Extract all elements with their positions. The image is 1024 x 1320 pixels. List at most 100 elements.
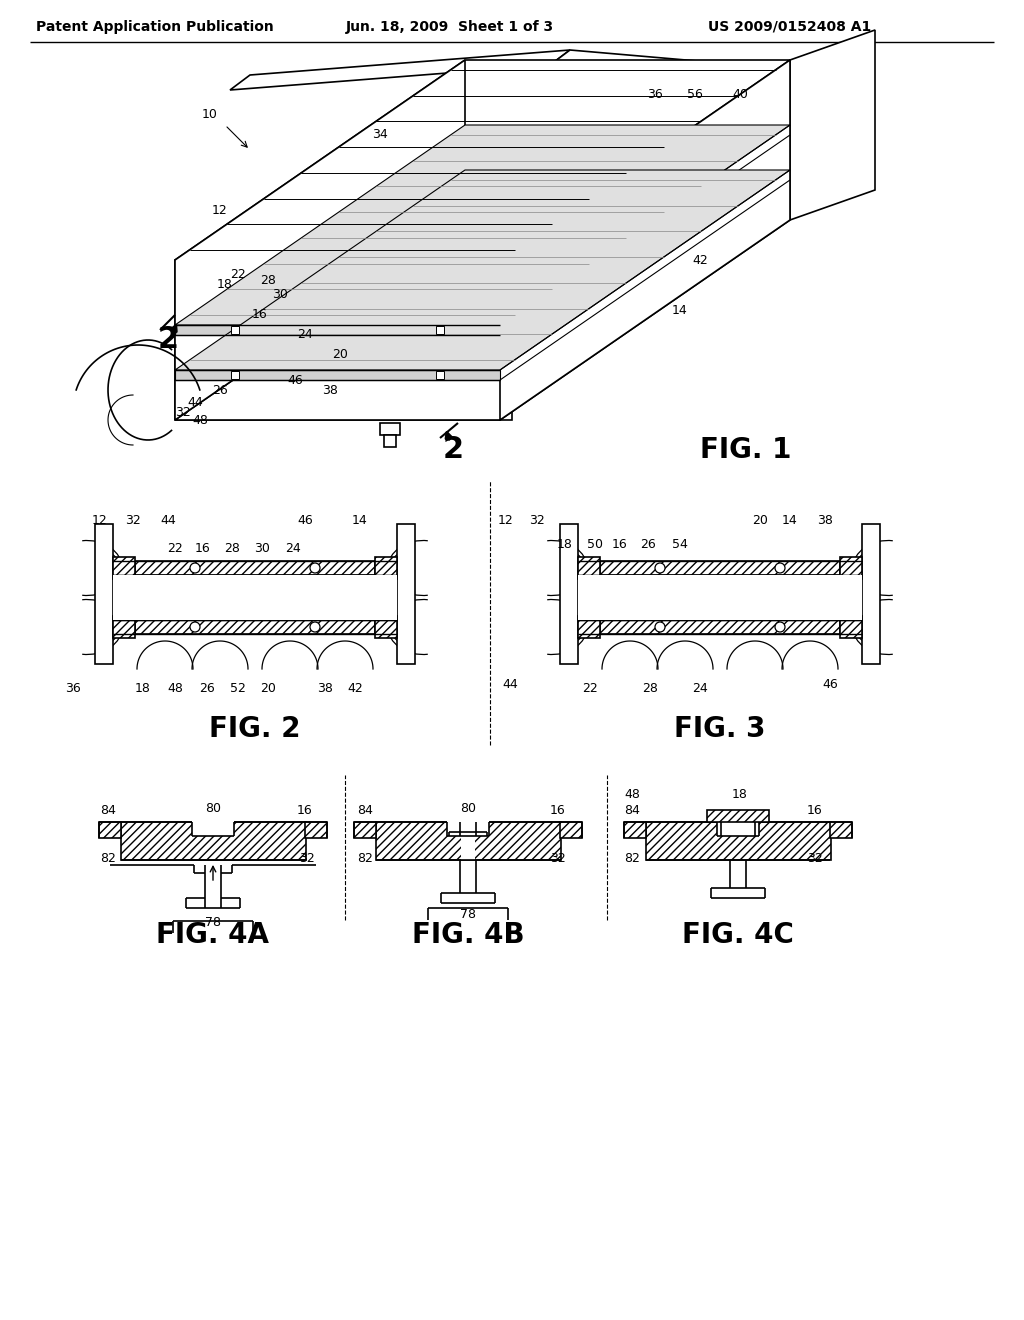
Text: 42: 42 bbox=[347, 682, 362, 696]
Text: 46: 46 bbox=[297, 515, 313, 528]
Text: 28: 28 bbox=[260, 273, 275, 286]
Text: 18: 18 bbox=[732, 788, 748, 801]
Text: 50: 50 bbox=[587, 537, 603, 550]
Bar bbox=[95, 524, 113, 664]
Text: 16: 16 bbox=[297, 804, 313, 817]
Bar bbox=[560, 822, 582, 838]
Text: 30: 30 bbox=[272, 289, 288, 301]
Text: 38: 38 bbox=[323, 384, 338, 396]
Bar bbox=[305, 822, 327, 838]
Bar bbox=[840, 616, 862, 638]
Text: 14: 14 bbox=[352, 515, 368, 528]
Text: 16: 16 bbox=[550, 804, 566, 817]
Polygon shape bbox=[175, 220, 790, 420]
Text: 16: 16 bbox=[252, 309, 268, 322]
Bar bbox=[436, 371, 444, 379]
Bar bbox=[447, 820, 489, 836]
Text: 44: 44 bbox=[502, 677, 518, 690]
Polygon shape bbox=[790, 30, 874, 220]
Circle shape bbox=[775, 564, 785, 573]
Text: 10: 10 bbox=[202, 108, 218, 121]
Text: 12: 12 bbox=[498, 515, 514, 528]
Bar bbox=[646, 822, 831, 861]
Text: 32: 32 bbox=[125, 515, 141, 528]
Text: 78: 78 bbox=[205, 916, 221, 928]
Text: 16: 16 bbox=[807, 804, 823, 817]
Text: FIG. 4C: FIG. 4C bbox=[682, 921, 794, 949]
Text: 54: 54 bbox=[672, 537, 688, 550]
Circle shape bbox=[190, 622, 200, 632]
Bar bbox=[707, 810, 769, 822]
Text: 78: 78 bbox=[460, 908, 476, 921]
Text: 14: 14 bbox=[672, 304, 688, 317]
Text: 40: 40 bbox=[732, 88, 748, 102]
Bar bbox=[135, 620, 375, 634]
Polygon shape bbox=[175, 325, 500, 335]
Text: 28: 28 bbox=[224, 541, 240, 554]
Text: 20: 20 bbox=[332, 348, 348, 362]
Bar bbox=[600, 561, 840, 576]
Bar bbox=[436, 326, 444, 334]
Bar bbox=[840, 557, 862, 579]
Text: Patent Application Publication: Patent Application Publication bbox=[36, 20, 273, 34]
Bar bbox=[830, 822, 852, 838]
Bar bbox=[461, 836, 475, 861]
Text: FIG. 4A: FIG. 4A bbox=[157, 921, 269, 949]
Text: 24: 24 bbox=[297, 329, 313, 342]
Text: 16: 16 bbox=[612, 537, 628, 550]
Text: 12: 12 bbox=[92, 515, 108, 528]
Text: 30: 30 bbox=[254, 541, 270, 554]
Text: 84: 84 bbox=[100, 804, 116, 817]
Text: 20: 20 bbox=[752, 515, 768, 528]
Text: 28: 28 bbox=[642, 682, 658, 696]
Bar bbox=[384, 436, 396, 447]
Text: 22: 22 bbox=[167, 541, 183, 554]
Text: FIG. 3: FIG. 3 bbox=[674, 715, 766, 743]
Text: FIG. 1: FIG. 1 bbox=[700, 436, 792, 465]
Bar bbox=[380, 422, 400, 436]
Text: 14: 14 bbox=[782, 515, 798, 528]
Text: 36: 36 bbox=[647, 88, 663, 102]
Text: 56: 56 bbox=[687, 88, 702, 102]
Bar bbox=[113, 576, 397, 620]
Text: 48: 48 bbox=[193, 413, 208, 426]
Polygon shape bbox=[550, 50, 860, 90]
Circle shape bbox=[310, 564, 319, 573]
Bar bbox=[717, 820, 759, 836]
Bar bbox=[624, 822, 646, 838]
Text: 52: 52 bbox=[230, 682, 246, 696]
Text: 22: 22 bbox=[230, 268, 246, 281]
Polygon shape bbox=[175, 260, 500, 420]
Text: 38: 38 bbox=[317, 682, 333, 696]
Text: 48: 48 bbox=[167, 682, 183, 696]
Circle shape bbox=[655, 564, 665, 573]
Text: 18: 18 bbox=[217, 279, 232, 292]
Bar bbox=[135, 561, 375, 576]
Text: 84: 84 bbox=[624, 804, 640, 817]
Text: 32: 32 bbox=[807, 851, 823, 865]
Text: 12: 12 bbox=[212, 203, 228, 216]
Text: 16: 16 bbox=[196, 541, 211, 554]
Text: 20: 20 bbox=[260, 682, 275, 696]
Text: 2: 2 bbox=[442, 436, 464, 465]
Polygon shape bbox=[230, 50, 570, 90]
Bar bbox=[193, 820, 234, 836]
Text: 26: 26 bbox=[199, 682, 215, 696]
Bar bbox=[600, 620, 840, 634]
Bar bbox=[375, 616, 397, 638]
Circle shape bbox=[655, 622, 665, 632]
Circle shape bbox=[190, 564, 200, 573]
Bar bbox=[375, 557, 397, 579]
Bar bbox=[397, 524, 415, 664]
Text: 42: 42 bbox=[692, 253, 708, 267]
Polygon shape bbox=[175, 170, 790, 370]
Polygon shape bbox=[175, 59, 465, 420]
Text: 32: 32 bbox=[299, 851, 314, 865]
Bar bbox=[231, 371, 239, 379]
Text: 82: 82 bbox=[357, 851, 373, 865]
Text: 84: 84 bbox=[357, 804, 373, 817]
Text: 22: 22 bbox=[582, 682, 598, 696]
Text: 18: 18 bbox=[135, 682, 151, 696]
Text: 32: 32 bbox=[550, 851, 566, 865]
Bar bbox=[862, 524, 880, 664]
